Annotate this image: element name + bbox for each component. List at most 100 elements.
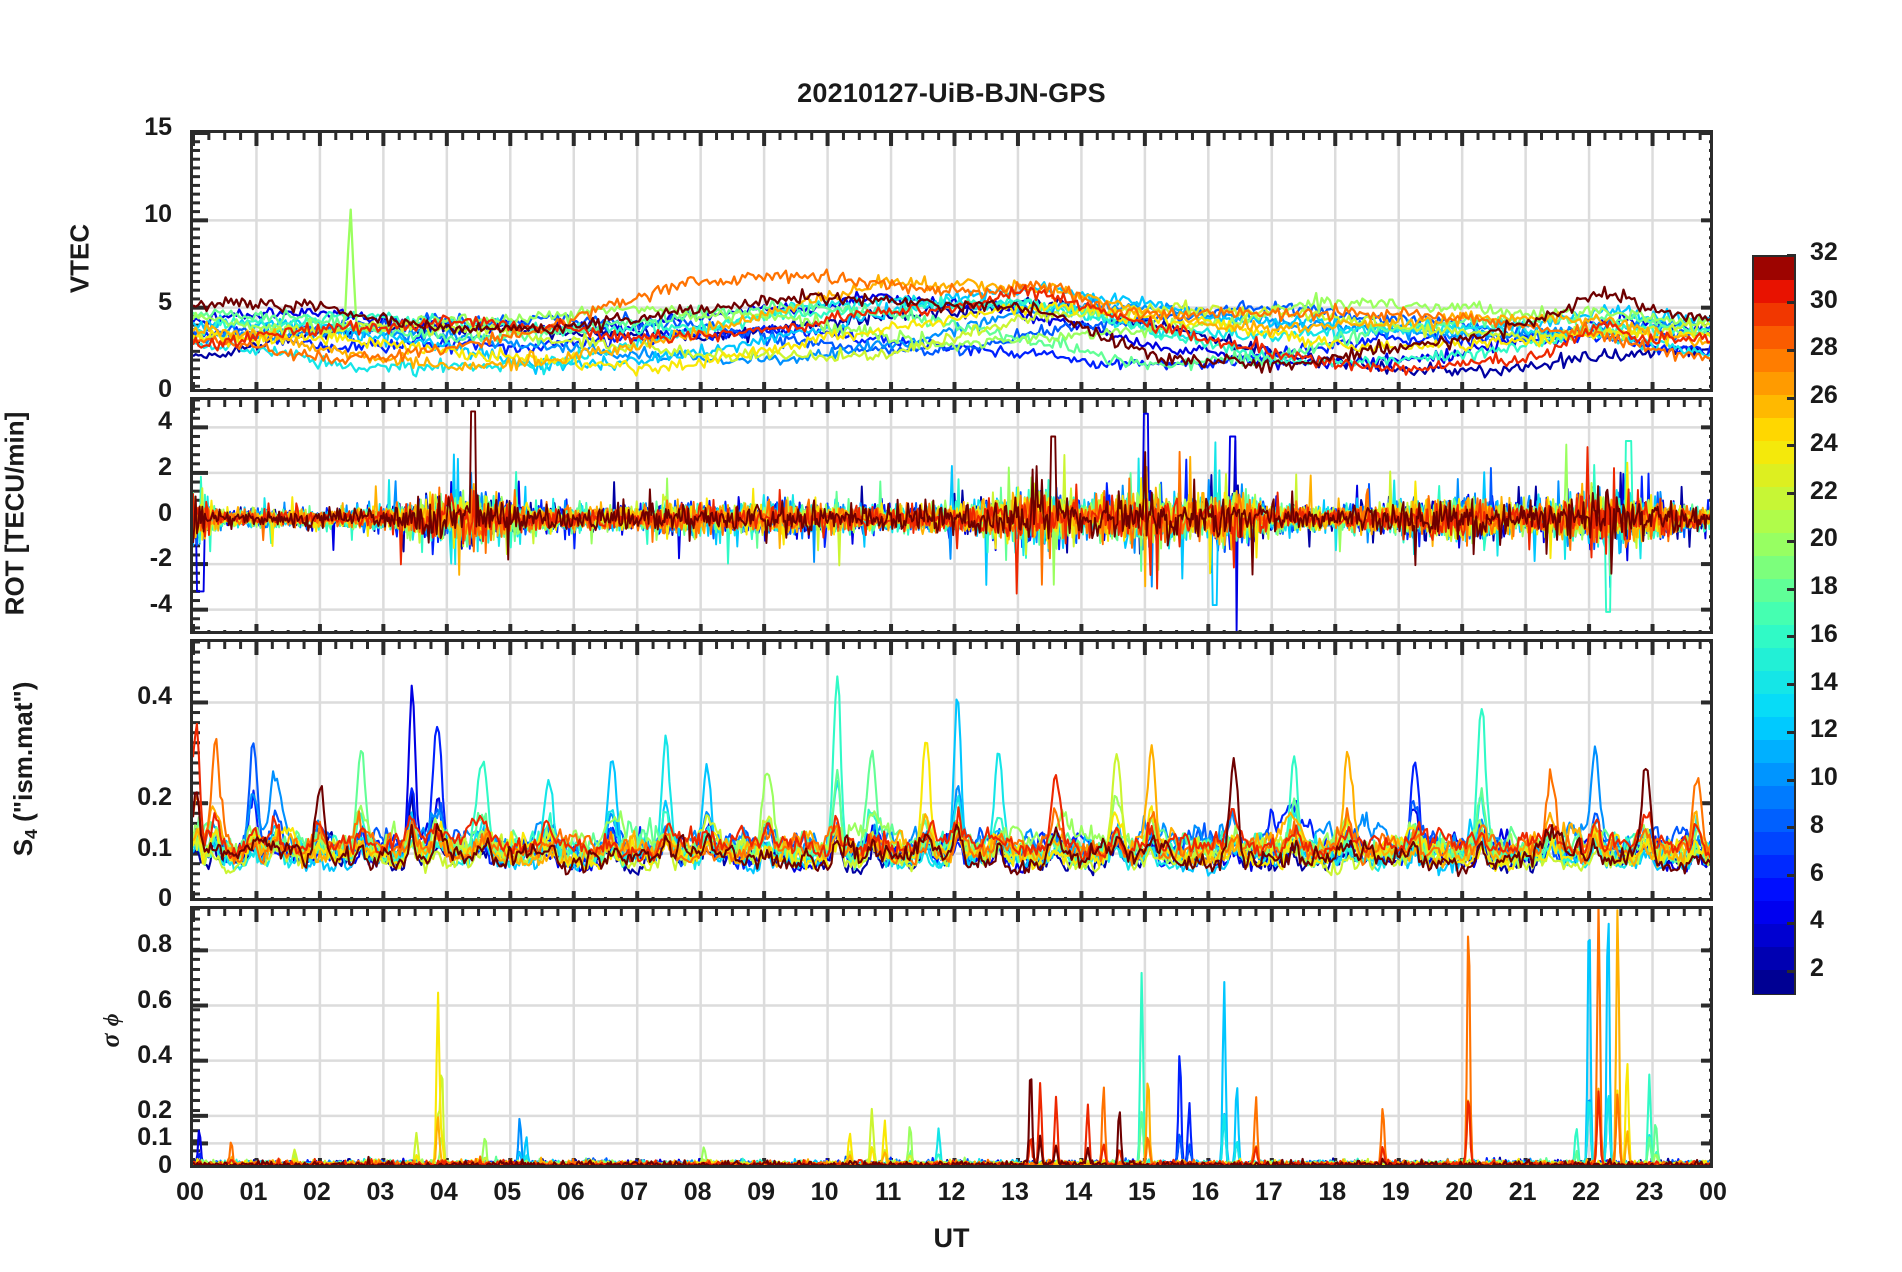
colorbar-swatch — [1754, 901, 1794, 925]
panel-rot — [190, 397, 1713, 634]
colorbar-tick-label: 20 — [1810, 524, 1838, 553]
y-tick-label: 0.4 — [137, 1040, 172, 1069]
colorbar-tick-label: 22 — [1810, 476, 1838, 505]
colorbar-tick-mark — [1787, 396, 1796, 400]
y-tick-label: 0 — [158, 498, 172, 527]
colorbar-tick-label: 6 — [1810, 858, 1824, 887]
colorbar-swatch — [1754, 533, 1794, 557]
colorbar-tick-mark — [1787, 348, 1796, 352]
colorbar-swatch — [1754, 418, 1794, 442]
x-tick-label: 10 — [810, 1178, 839, 1206]
colorbar-tick-mark — [1787, 444, 1796, 448]
x-tick-label: 00 — [1699, 1178, 1727, 1206]
x-tick-label: 01 — [239, 1178, 268, 1206]
x-tick-label: 03 — [366, 1178, 395, 1206]
colorbar-swatch — [1754, 280, 1794, 304]
colorbar-swatch — [1754, 694, 1794, 718]
colorbar-tick-label: 18 — [1810, 572, 1838, 601]
colorbar-prn — [1752, 255, 1796, 995]
x-tick-label: 09 — [747, 1178, 776, 1206]
x-tick-label: 18 — [1318, 1178, 1347, 1206]
x-tick-label: 13 — [1001, 1178, 1029, 1206]
x-tick-label: 22 — [1572, 1178, 1600, 1206]
colorbar-tick-mark — [1787, 730, 1796, 734]
x-tick-label: 15 — [1127, 1178, 1156, 1206]
y-tick-label: 0.2 — [137, 1095, 172, 1124]
y-tick-label: 10 — [144, 200, 172, 229]
y-tick-label: 4 — [158, 407, 172, 436]
colorbar-tick-mark — [1787, 921, 1796, 925]
colorbar-swatch — [1754, 326, 1794, 350]
colorbar-swatch — [1754, 441, 1794, 465]
colorbar-swatch — [1754, 671, 1794, 695]
y-tick-label: 0.1 — [137, 833, 172, 862]
y-tick-label: 0.8 — [137, 930, 172, 959]
colorbar-tick-label: 32 — [1810, 238, 1838, 266]
y-tick-label: 0.1 — [137, 1123, 172, 1152]
colorbar-tick-mark — [1787, 539, 1796, 543]
colorbar-swatch — [1754, 349, 1794, 373]
colorbar-swatch — [1754, 510, 1794, 534]
y-tick-label: 0.2 — [137, 783, 172, 812]
colorbar-swatch — [1754, 763, 1794, 787]
colorbar-swatch — [1754, 625, 1794, 649]
colorbar-swatch — [1754, 970, 1794, 994]
panel-sigma-phi-ylabel: σ ϕ — [95, 1013, 125, 1048]
colorbar-tick-label: 10 — [1810, 763, 1838, 792]
colorbar-tick-mark — [1787, 874, 1796, 878]
colorbar-tick-label: 4 — [1810, 906, 1824, 935]
x-tick-label: 06 — [556, 1178, 585, 1206]
y-tick-label: 15 — [144, 113, 172, 141]
colorbar-swatch — [1754, 648, 1794, 672]
x-tick-label: 04 — [429, 1178, 458, 1206]
x-tick-label: 23 — [1635, 1178, 1664, 1206]
y-tick-label: 0 — [158, 884, 172, 912]
colorbar-swatch — [1754, 395, 1794, 419]
panel-s4 — [190, 639, 1713, 901]
panel-vtec — [190, 130, 1713, 392]
colorbar-swatch — [1754, 257, 1794, 281]
colorbar-tick-label: 14 — [1810, 667, 1838, 696]
y-tick-label: 0 — [158, 375, 172, 403]
x-axis-label: UT — [933, 1223, 970, 1253]
y-tick-label: 0.4 — [137, 682, 172, 711]
colorbar-tick-label: 12 — [1810, 715, 1838, 744]
colorbar-tick-label: 30 — [1810, 285, 1838, 314]
colorbar-tick-mark — [1787, 683, 1796, 687]
y-tick-label: 2 — [158, 452, 172, 481]
colorbar-tick-mark — [1787, 301, 1796, 305]
x-tick-label: 00 — [176, 1178, 204, 1206]
colorbar-swatch — [1754, 855, 1794, 879]
x-tick-label: 12 — [937, 1178, 966, 1206]
colorbar-swatch — [1754, 947, 1794, 971]
x-tick-label: 07 — [620, 1178, 649, 1206]
colorbar-swatch — [1754, 579, 1794, 603]
colorbar-tick-mark — [1787, 253, 1796, 257]
colorbar-swatch — [1754, 740, 1794, 764]
x-tick-label: 05 — [493, 1178, 522, 1206]
colorbar-tick-mark — [1787, 635, 1796, 639]
colorbar-swatch — [1754, 372, 1794, 396]
colorbar-swatch — [1754, 487, 1794, 511]
page-title: 20210127-UiB-BJN-GPS — [797, 78, 1106, 108]
x-tick-label: 19 — [1381, 1178, 1410, 1206]
colorbar-tick-mark — [1787, 778, 1796, 782]
y-tick-label: 5 — [158, 287, 172, 316]
colorbar-swatch — [1754, 878, 1794, 902]
x-tick-label: 17 — [1254, 1178, 1283, 1206]
x-tick-label: 14 — [1064, 1178, 1093, 1206]
colorbar-tick-label: 8 — [1810, 810, 1824, 839]
panel-sigma-phi — [190, 906, 1713, 1168]
colorbar-swatch — [1754, 924, 1794, 948]
colorbar-tick-label: 26 — [1810, 381, 1838, 410]
colorbar-tick-label: 28 — [1810, 333, 1838, 362]
panel-s4-ylabel: S4 ("ism.mat") — [8, 681, 41, 857]
colorbar-tick-label: 24 — [1810, 428, 1838, 457]
colorbar-swatch — [1754, 717, 1794, 741]
colorbar-tick-label: 2 — [1810, 954, 1824, 983]
colorbar-tick-mark — [1787, 587, 1796, 591]
colorbar-tick-label: 16 — [1810, 619, 1838, 648]
colorbar-swatch — [1754, 832, 1794, 856]
x-tick-label: 20 — [1445, 1178, 1474, 1206]
